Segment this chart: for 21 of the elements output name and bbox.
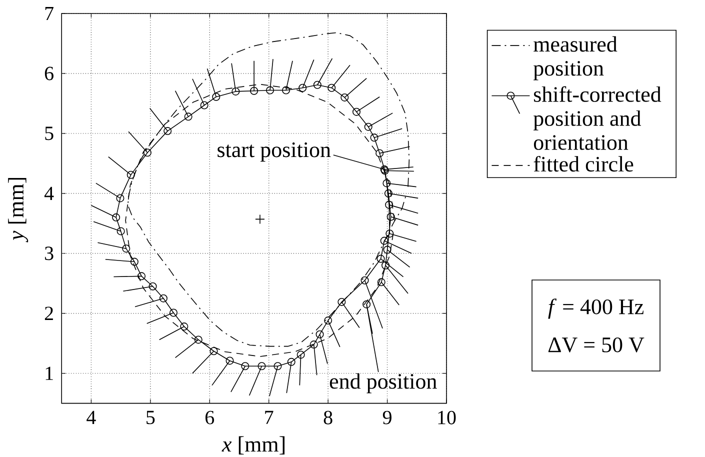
y-tick-label: 1 <box>46 366 53 380</box>
x-tick-label: 5 <box>146 410 155 424</box>
annotation: end position <box>330 373 437 394</box>
text: f = 400 Hz <box>548 298 644 319</box>
text: ΔV = 50 V <box>548 337 644 352</box>
y-tick-label: 6 <box>44 66 54 80</box>
legend-label: fitted circle <box>534 156 634 172</box>
annotation: start position <box>218 142 331 162</box>
x-tick-label: 9 <box>382 410 392 424</box>
x-tick-label: 6 <box>205 410 214 424</box>
x-tick-label: 10 <box>438 410 456 424</box>
x-axis-title: x [mm] <box>222 436 284 454</box>
y-tick-label: 2 <box>44 306 53 320</box>
y-tick-label: 3 <box>45 246 54 260</box>
y-tick-label: 7 <box>45 6 54 20</box>
x-tick-label: 7 <box>265 410 274 424</box>
x-tick-label: 8 <box>324 410 332 424</box>
y-axis-title: y [mm] <box>8 178 28 242</box>
x-tick-label: 4 <box>86 410 96 424</box>
y-tick-label: 4 <box>44 186 54 200</box>
y-tick-label: 5 <box>45 126 54 140</box>
